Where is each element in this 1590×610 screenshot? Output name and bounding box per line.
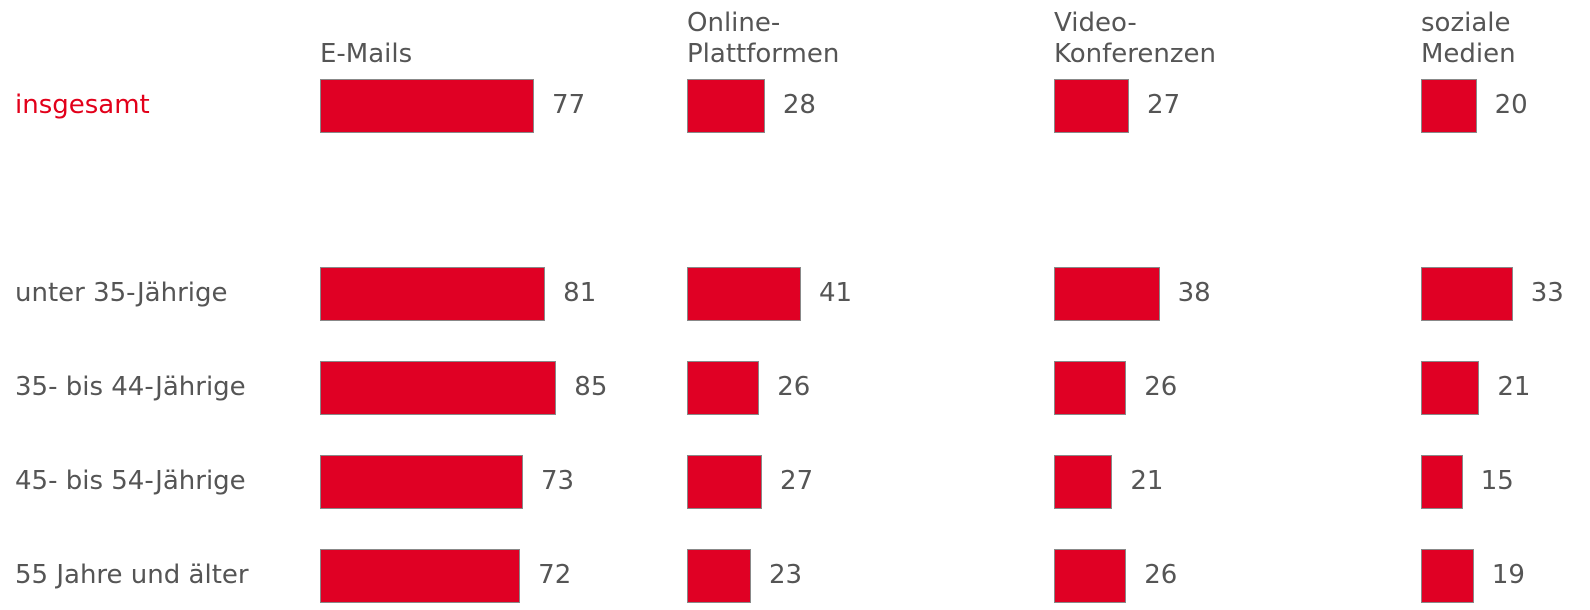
bar <box>1421 361 1480 415</box>
bar <box>1421 267 1513 321</box>
value-label: 72 <box>538 560 572 590</box>
value-label: 85 <box>574 372 608 402</box>
bar <box>1421 79 1477 133</box>
bar <box>320 549 521 603</box>
row-label: unter 35-Jährige <box>15 278 228 308</box>
bar <box>1421 549 1474 603</box>
bar <box>320 455 523 509</box>
row-label: 35- bis 44-Jährige <box>15 372 246 402</box>
value-label: 26 <box>1144 372 1178 402</box>
row-label: 55 Jahre und älter <box>15 560 249 590</box>
value-label: 23 <box>768 560 803 590</box>
bar <box>687 455 763 509</box>
value-label: 28 <box>782 90 816 120</box>
bar <box>1421 455 1463 509</box>
bar <box>687 267 801 321</box>
value-label: 81 <box>563 278 597 308</box>
bar <box>1054 267 1160 321</box>
value-label: 21 <box>1497 372 1531 402</box>
value-label: 26 <box>777 372 811 402</box>
bar <box>1054 79 1130 133</box>
bar <box>320 361 557 415</box>
panel-header: Online- Plattformen <box>687 8 840 69</box>
value-label: 77 <box>552 90 586 120</box>
row-label: 45- bis 54-Jährige <box>15 466 246 496</box>
value-label: 15 <box>1480 466 1514 496</box>
value-label: 19 <box>1491 560 1525 590</box>
row-label: insgesamt <box>15 90 150 120</box>
value-label: 38 <box>1177 278 1211 308</box>
bar <box>320 79 535 133</box>
value-label: 21 <box>1130 466 1164 496</box>
bar <box>687 79 765 133</box>
value-label: 26 <box>1144 560 1178 590</box>
value-label: 27 <box>1147 90 1181 120</box>
value-label: 20 <box>1494 90 1528 120</box>
bar <box>1054 361 1127 415</box>
bar <box>1054 455 1113 509</box>
panel-header: soziale Medien <box>1421 8 1516 69</box>
bar <box>320 267 546 321</box>
value-label: 33 <box>1530 278 1564 308</box>
bar <box>1054 549 1127 603</box>
value-label: 73 <box>540 466 575 496</box>
bar <box>687 549 751 603</box>
panel-header: Video- Konferenzen <box>1054 8 1217 69</box>
bar <box>687 361 760 415</box>
panel-header: E-Mails <box>320 39 413 69</box>
value-label: 41 <box>818 278 853 308</box>
value-label: 27 <box>780 466 814 496</box>
